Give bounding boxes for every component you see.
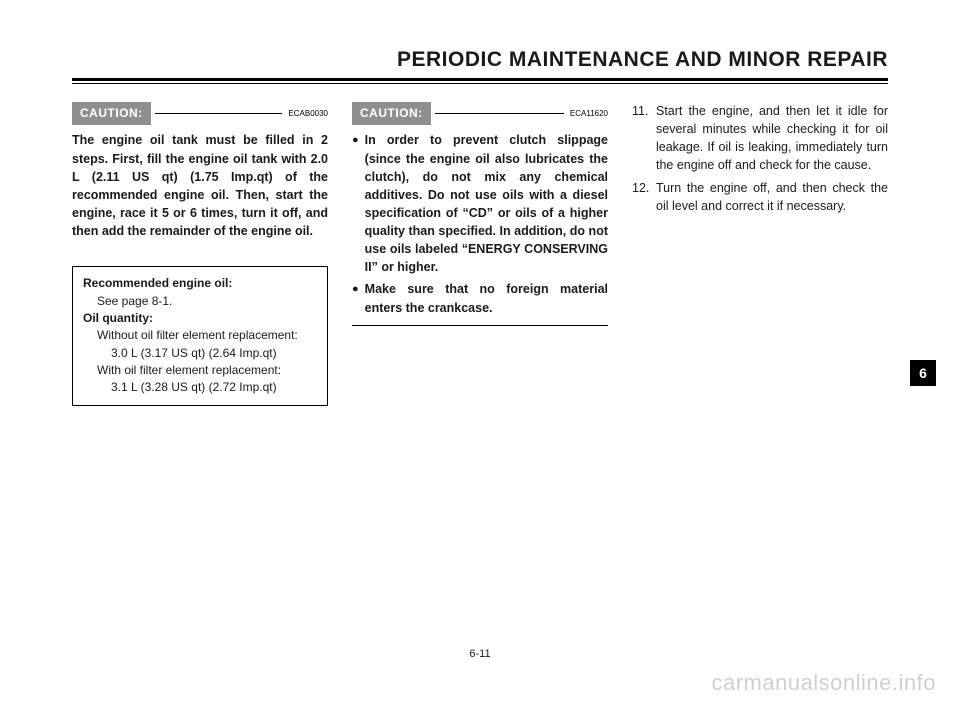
caution-rule-1 bbox=[155, 113, 283, 114]
caution-end-rule bbox=[352, 325, 608, 326]
manual-page: PERIODIC MAINTENANCE AND MINOR REPAIR CA… bbox=[0, 0, 960, 708]
caution-label-1: CAUTION: bbox=[72, 102, 151, 125]
bullet-icon: ● bbox=[352, 133, 359, 276]
step-number: 11. bbox=[632, 102, 656, 175]
column-3: 11. Start the engine, and then let it id… bbox=[632, 102, 888, 406]
spec-oil-label: Recommended engine oil: bbox=[83, 275, 317, 292]
chapter-tab: 6 bbox=[910, 360, 936, 386]
watermark: carmanualsonline.info bbox=[711, 670, 936, 696]
caution-code-2: ECA11620 bbox=[570, 108, 608, 120]
bullet-text-1: In order to prevent clutch slippage (sin… bbox=[365, 131, 608, 276]
spec-without-value: 3.0 L (3.17 US qt) (2.64 Imp.qt) bbox=[83, 345, 317, 362]
spec-with-value: 3.1 L (3.28 US qt) (2.72 Imp.qt) bbox=[83, 379, 317, 396]
spec-without-label: Without oil filter element replacement: bbox=[83, 327, 317, 344]
spec-oil-value: See page 8-1. bbox=[83, 293, 317, 310]
procedure-steps: 11. Start the engine, and then let it id… bbox=[632, 102, 888, 215]
bullet-icon: ● bbox=[352, 282, 359, 316]
caution-header-1: CAUTION: ECAB0030 bbox=[72, 102, 328, 125]
header-rule-thin bbox=[72, 83, 888, 84]
spec-with-label: With oil filter element replacement: bbox=[83, 362, 317, 379]
column-1: CAUTION: ECAB0030 The engine oil tank mu… bbox=[72, 102, 328, 406]
page-title: PERIODIC MAINTENANCE AND MINOR REPAIR bbox=[72, 48, 888, 78]
spec-box: Recommended engine oil: See page 8-1. Oi… bbox=[72, 266, 328, 406]
header-rule-thick bbox=[72, 78, 888, 81]
page-number: 6-11 bbox=[0, 648, 960, 660]
column-2: CAUTION: ECA11620 ● In order to prevent … bbox=[352, 102, 608, 406]
step-text: Turn the engine off, and then check the … bbox=[656, 179, 888, 215]
caution-label-2: CAUTION: bbox=[352, 102, 431, 125]
bullet-text-2: Make sure that no foreign material enter… bbox=[365, 280, 608, 316]
caution-header-2: CAUTION: ECA11620 bbox=[352, 102, 608, 125]
caution-code-1: ECAB0030 bbox=[288, 108, 328, 120]
spec-qty-label: Oil quantity: bbox=[83, 310, 317, 327]
caution-bullets: ● In order to prevent clutch slippage (s… bbox=[352, 131, 608, 316]
step-11: 11. Start the engine, and then let it id… bbox=[632, 102, 888, 175]
bullet-item-2: ● Make sure that no foreign material ent… bbox=[352, 280, 608, 316]
bullet-item-1: ● In order to prevent clutch slippage (s… bbox=[352, 131, 608, 276]
caution-rule-2 bbox=[435, 113, 564, 114]
step-12: 12. Turn the engine off, and then check … bbox=[632, 179, 888, 215]
step-number: 12. bbox=[632, 179, 656, 215]
content-columns: CAUTION: ECAB0030 The engine oil tank mu… bbox=[72, 102, 888, 406]
caution-body-1: The engine oil tank must be filled in 2 … bbox=[72, 131, 328, 240]
step-text: Start the engine, and then let it idle f… bbox=[656, 102, 888, 175]
